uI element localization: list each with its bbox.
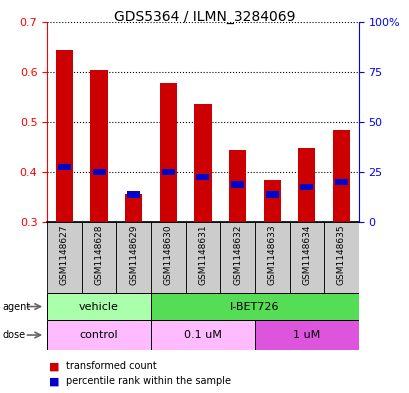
Bar bbox=[151, 320, 254, 350]
Text: GSM1148631: GSM1148631 bbox=[198, 224, 207, 285]
Bar bbox=[300, 184, 312, 190]
Bar bbox=[332, 130, 349, 222]
Text: GDS5364 / ILMN_3284069: GDS5364 / ILMN_3284069 bbox=[114, 10, 295, 24]
Text: dose: dose bbox=[2, 330, 25, 340]
Text: agent: agent bbox=[2, 301, 30, 312]
Bar bbox=[289, 222, 324, 293]
Text: GSM1148634: GSM1148634 bbox=[301, 224, 310, 285]
Bar bbox=[254, 320, 358, 350]
Bar bbox=[231, 181, 243, 188]
Text: I-BET726: I-BET726 bbox=[229, 301, 279, 312]
Bar bbox=[194, 104, 211, 222]
Bar bbox=[47, 293, 151, 320]
Text: GSM1148635: GSM1148635 bbox=[336, 224, 345, 285]
Text: GSM1148632: GSM1148632 bbox=[232, 224, 241, 285]
Bar bbox=[92, 169, 106, 175]
Text: percentile rank within the sample: percentile rank within the sample bbox=[65, 376, 230, 386]
Bar bbox=[47, 222, 81, 293]
Text: control: control bbox=[80, 330, 118, 340]
Bar bbox=[81, 222, 116, 293]
Bar bbox=[90, 70, 108, 222]
Text: 0.1 uM: 0.1 uM bbox=[184, 330, 221, 340]
Text: vehicle: vehicle bbox=[79, 301, 119, 312]
Text: GSM1148633: GSM1148633 bbox=[267, 224, 276, 285]
Bar bbox=[127, 191, 140, 198]
Bar bbox=[254, 222, 289, 293]
Text: GSM1148629: GSM1148629 bbox=[129, 224, 138, 285]
Bar bbox=[125, 195, 142, 222]
Bar bbox=[58, 163, 71, 170]
Bar bbox=[159, 83, 177, 222]
Text: transformed count: transformed count bbox=[65, 361, 156, 371]
Bar bbox=[56, 50, 73, 222]
Bar bbox=[228, 151, 246, 222]
Text: GSM1148628: GSM1148628 bbox=[94, 224, 103, 285]
Bar bbox=[151, 222, 185, 293]
Text: GSM1148627: GSM1148627 bbox=[60, 224, 69, 285]
Bar bbox=[185, 222, 220, 293]
Bar bbox=[297, 148, 315, 222]
Bar bbox=[324, 222, 358, 293]
Text: ■: ■ bbox=[49, 361, 60, 371]
Bar bbox=[265, 191, 278, 198]
Text: ■: ■ bbox=[49, 376, 60, 386]
Bar bbox=[116, 222, 151, 293]
Bar bbox=[196, 174, 209, 180]
Bar bbox=[263, 180, 280, 222]
Bar bbox=[220, 222, 254, 293]
Bar bbox=[162, 169, 174, 175]
Bar bbox=[47, 320, 151, 350]
Text: 1 uM: 1 uM bbox=[292, 330, 320, 340]
Bar bbox=[334, 179, 347, 185]
Text: GSM1148630: GSM1148630 bbox=[164, 224, 173, 285]
Bar bbox=[151, 293, 358, 320]
